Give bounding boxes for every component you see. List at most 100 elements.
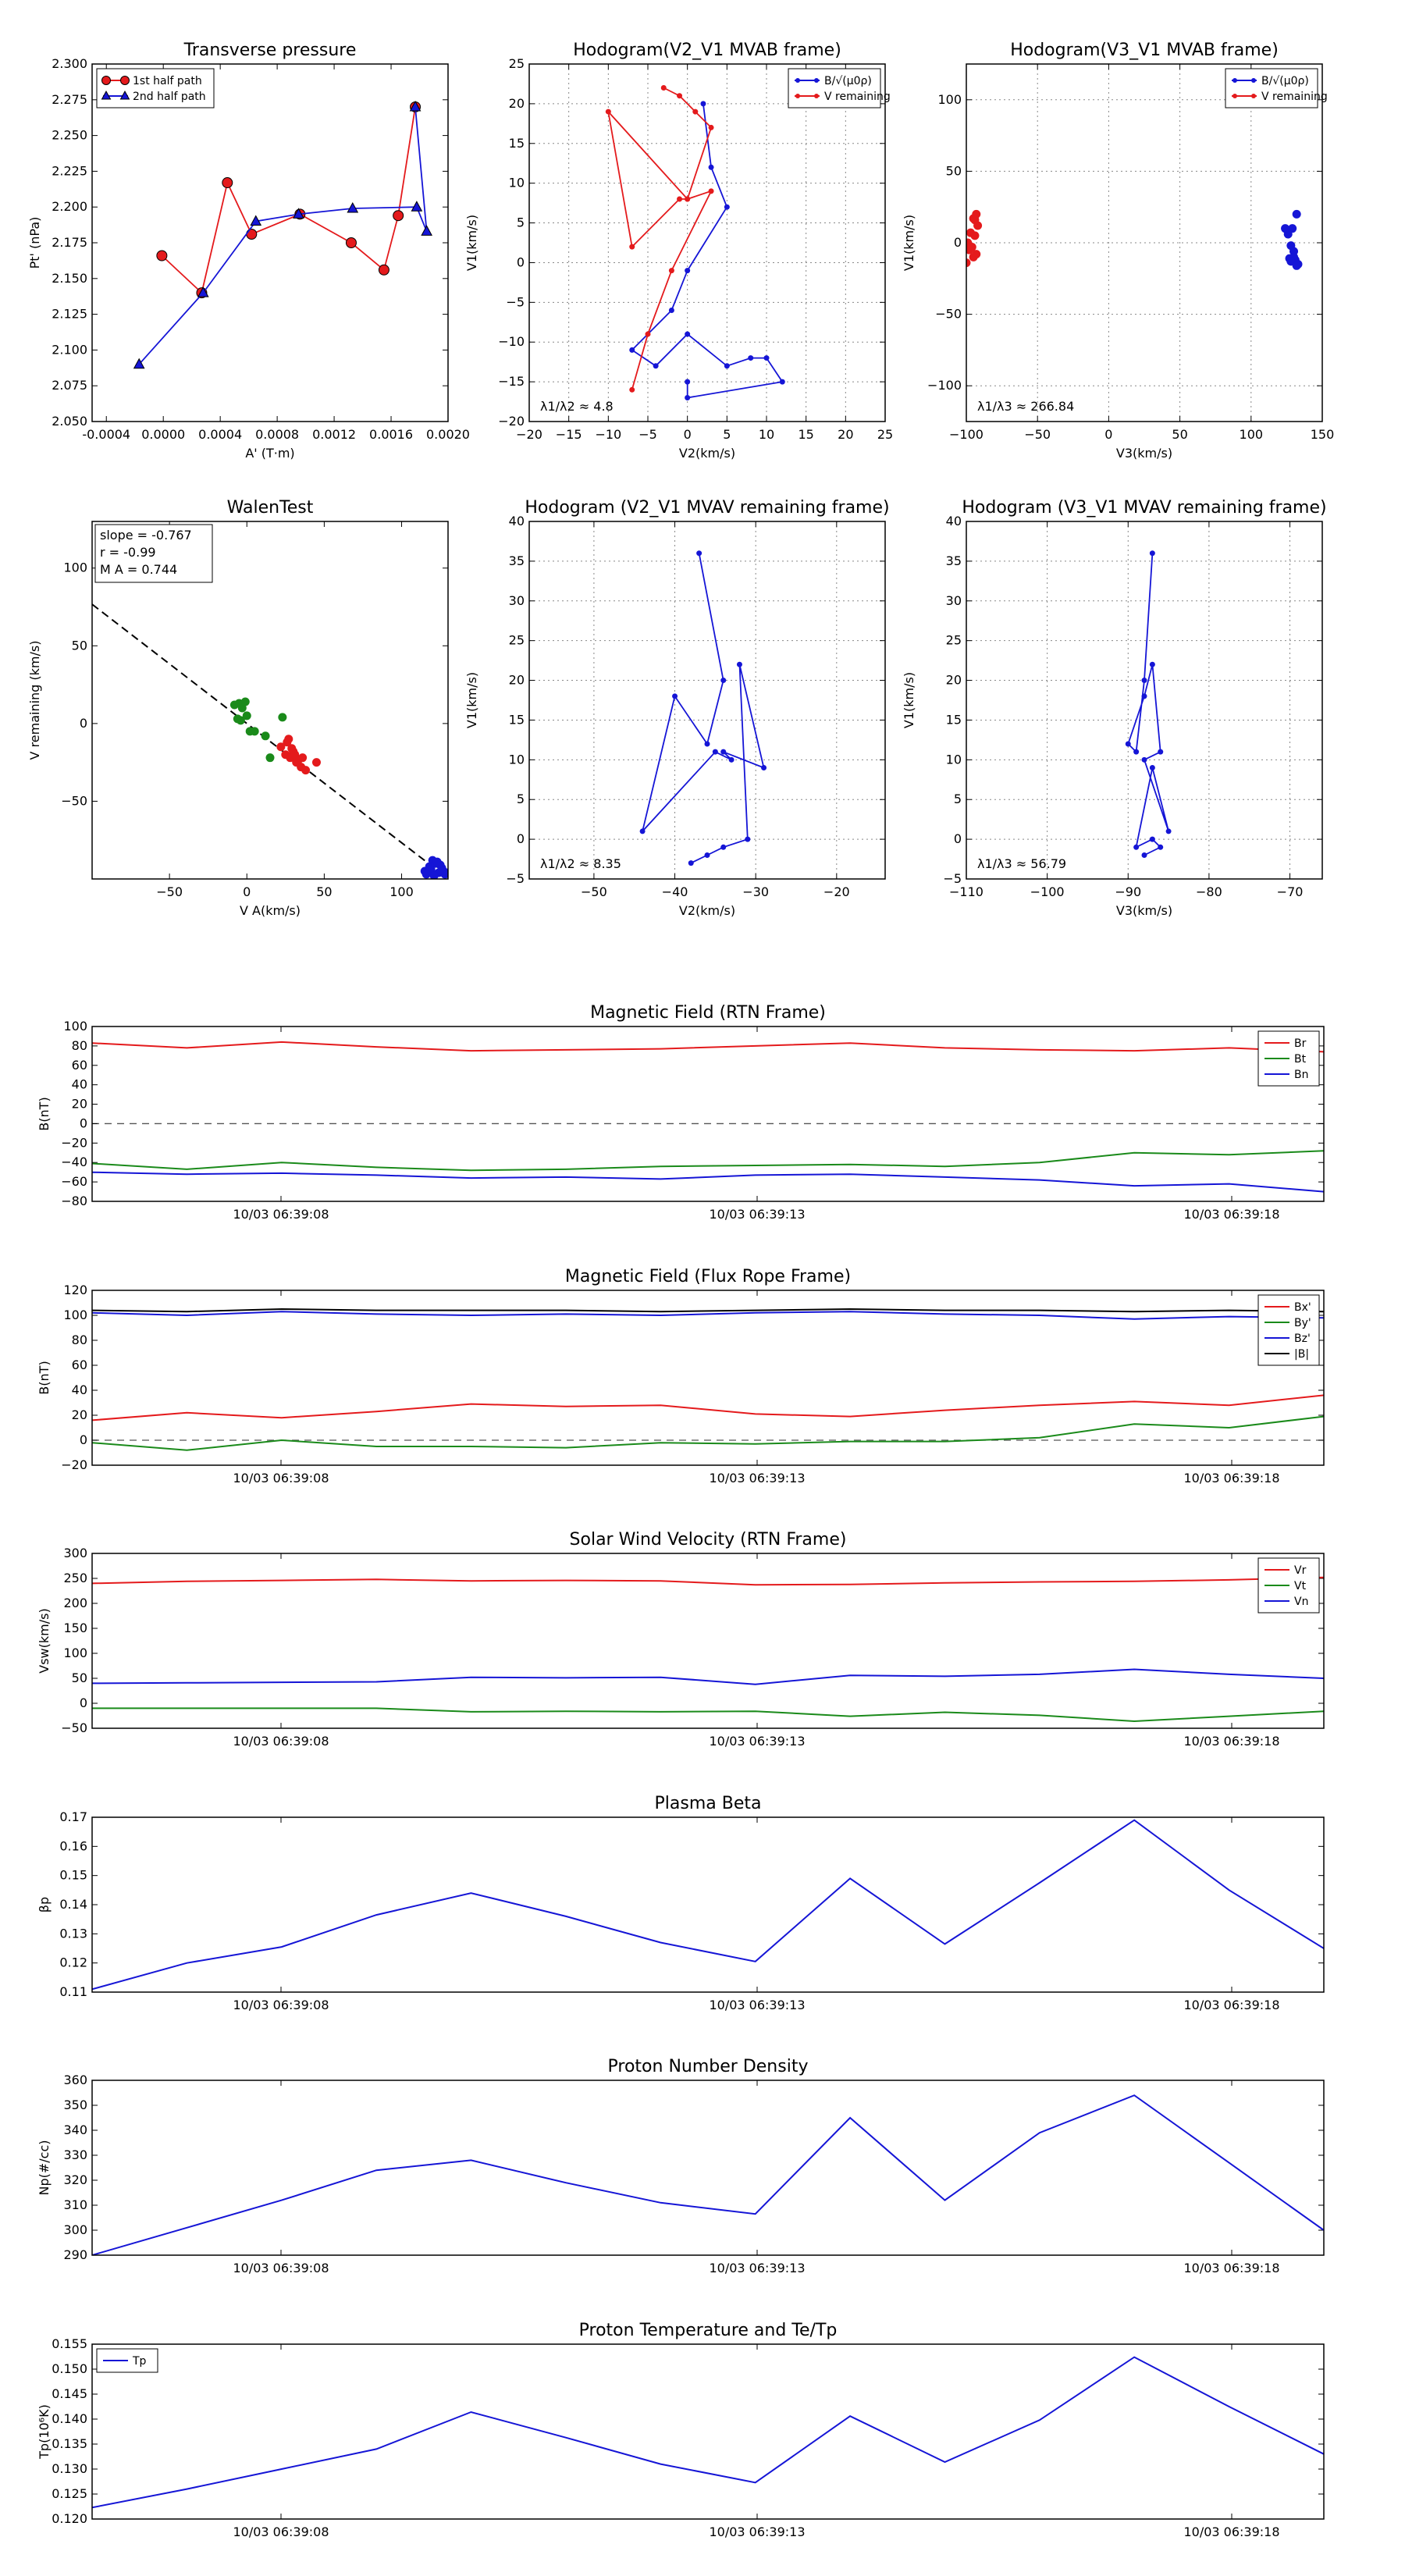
y-tick-label: 0 <box>80 1695 87 1710</box>
legend-marker <box>120 76 130 85</box>
y-tick-label: 60 <box>72 1058 87 1073</box>
x-tick-label: −30 <box>742 884 769 899</box>
data-point <box>250 727 259 736</box>
y-tick-label: −50 <box>935 307 962 322</box>
y-tick-label: 5 <box>517 792 525 806</box>
data-point <box>233 714 242 724</box>
x-tick-label: −20 <box>516 427 542 442</box>
legend-label: By' <box>1294 1317 1311 1329</box>
stats-line: slope = -0.767 <box>100 528 192 543</box>
plot-area <box>92 1576 1324 1723</box>
data-point <box>443 868 448 877</box>
plot-area <box>229 697 448 879</box>
hodogram-v3-v1-mvav-chart: Hodogram (V3_V1 MVAV remaining frame) −11… <box>902 498 1327 918</box>
hodogram-v2-v1-mvab-chart: Hodogram(V2_V1 MVAB frame) −20 −15 −10 −5 0 5 1… <box>464 41 893 461</box>
plot-area <box>1125 550 1172 858</box>
series-line-Tp <box>92 2356 1324 2509</box>
data-point <box>748 355 754 361</box>
data-point <box>290 750 300 760</box>
y-tick-label: 40 <box>509 514 525 528</box>
plot-frame <box>91 1816 1325 1993</box>
data-point <box>685 331 691 337</box>
data-point <box>728 756 735 763</box>
chart-title: Hodogram(V3_V1 MVAB frame) <box>1010 41 1279 60</box>
y-tick-label: −20 <box>61 1135 87 1150</box>
data-point <box>283 738 292 747</box>
plot-frame <box>966 521 1323 880</box>
data-point <box>1292 261 1301 270</box>
data-point <box>629 347 635 353</box>
x-tick-label: 10/03 06:39:13 <box>709 1207 805 1222</box>
x-tick-label: −90 <box>1115 884 1141 899</box>
data-point <box>409 100 422 112</box>
series-line-Bz- <box>92 1311 1324 1320</box>
legend-label: B/√(μ0ρ) <box>824 75 872 87</box>
y-axis-label: Vsw(km/s) <box>37 1608 52 1673</box>
y-tick-label: 200 <box>63 1596 87 1610</box>
legend-marker <box>814 78 819 83</box>
x-tick-label: 20 <box>838 427 853 442</box>
plot-area <box>92 1041 1324 1193</box>
plot-area <box>133 100 432 369</box>
y-tick-label: −80 <box>61 1194 87 1208</box>
x-axis-label: V3(km/s) <box>1116 903 1172 918</box>
fit-line <box>92 603 448 879</box>
data-point <box>966 258 971 268</box>
data-point <box>1158 844 1164 850</box>
y-tick-label: 80 <box>72 1332 87 1347</box>
x-tick-label: −50 <box>581 884 607 899</box>
x-tick-label: 0.0008 <box>255 427 299 442</box>
legend-label: 2nd half path <box>133 91 206 103</box>
y-tick-label: 20 <box>72 1097 87 1112</box>
series-line-beta <box>92 1819 1324 1991</box>
y-tick-label: 0.140 <box>52 2411 87 2426</box>
data-point <box>345 237 357 248</box>
x-tick-label: 10/03 06:39:18 <box>1183 1207 1279 1222</box>
y-tick-label: 330 <box>63 2147 87 2162</box>
y-tick-label: 2.300 <box>52 56 87 71</box>
data-point <box>421 225 432 236</box>
data-point <box>605 109 611 115</box>
y-tick-label: 0 <box>80 1115 87 1130</box>
data-point <box>293 208 304 219</box>
data-point <box>156 250 168 262</box>
x-tick-label: 10/03 06:39:18 <box>1183 2524 1279 2539</box>
plot-area <box>92 1308 1324 1451</box>
y-tick-label: 2.175 <box>52 235 87 250</box>
legend: Br Bt Bn <box>1257 1030 1320 1087</box>
y-tick-label: 100 <box>63 560 87 575</box>
plot-frame <box>91 2343 1325 2520</box>
y-tick-label: 0.13 <box>59 1926 87 1941</box>
legend-label: Vr <box>1294 1564 1307 1577</box>
data-point <box>696 550 702 557</box>
data-point <box>1292 209 1301 219</box>
y-tick-label: 0.11 <box>59 1984 87 1999</box>
x-tick-label: −110 <box>949 884 984 899</box>
data-point <box>411 201 423 212</box>
legend-label: Bn <box>1294 1069 1308 1081</box>
y-axis-label: V1(km/s) <box>464 672 479 728</box>
x-tick-label: 50 <box>1172 427 1187 442</box>
data-point <box>197 286 209 297</box>
proton-temperature-chart: Proton Temperature and Te/Tp 10/03 06:39:… <box>37 2321 1325 2539</box>
data-point <box>1141 756 1147 763</box>
x-tick-label: −50 <box>156 884 183 899</box>
y-tick-label: 0.120 <box>52 2511 87 2526</box>
data-point <box>966 245 974 254</box>
y-tick-label: 0.145 <box>52 2386 87 2401</box>
series-line-2nd-half-path <box>138 106 428 365</box>
y-tick-label: 35 <box>946 553 962 568</box>
data-point <box>311 758 321 767</box>
data-point <box>708 188 714 194</box>
y-tick-label: 40 <box>946 514 962 528</box>
y-tick-label: 10 <box>509 752 525 767</box>
ratio-annotation: λ1/λ2 ≈ 4.8 <box>540 399 614 414</box>
legend: Vr Vt Vn <box>1257 1557 1320 1614</box>
x-tick-label: 10/03 06:39:13 <box>709 1998 805 2012</box>
legend-label: Bt <box>1294 1053 1307 1066</box>
legend-marker <box>1232 78 1237 83</box>
y-tick-label: 0 <box>954 235 962 250</box>
x-tick-label: −40 <box>662 884 688 899</box>
data-point <box>242 711 251 720</box>
chart-title: Hodogram (V2_V1 MVAV remaining frame) <box>525 498 889 518</box>
